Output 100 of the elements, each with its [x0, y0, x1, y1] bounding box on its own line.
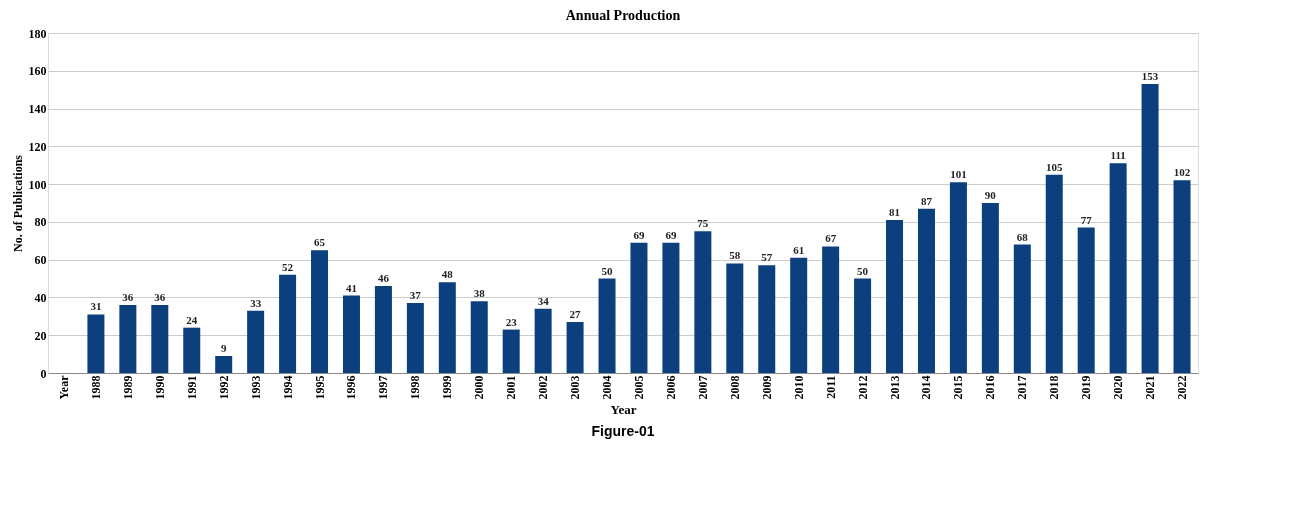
- y-tick-label: 180: [28, 26, 47, 41]
- x-tick-label: 2005: [631, 375, 646, 400]
- x-tick-label: 1997: [376, 375, 391, 400]
- x-tick-label: 2008: [727, 375, 742, 400]
- bar: [502, 329, 520, 373]
- bar: [1045, 174, 1063, 373]
- y-tick-label: 140: [28, 102, 47, 117]
- x-tick-label: 2009: [759, 375, 774, 400]
- bar: [87, 314, 105, 373]
- data-label: 67: [825, 232, 837, 245]
- y-tick-label: 100: [28, 177, 47, 192]
- data-label: 52: [282, 260, 294, 273]
- data-label: 24: [186, 313, 198, 326]
- bar: [758, 265, 776, 373]
- data-label: 37: [409, 289, 422, 302]
- bar: [311, 250, 329, 373]
- x-tick-label: 2002: [536, 375, 551, 400]
- data-label: 34: [537, 294, 550, 307]
- x-tick-label: 2021: [1143, 375, 1158, 400]
- data-label: 105: [1046, 160, 1063, 173]
- data-label: 77: [1080, 213, 1093, 226]
- x-tick-label: 1996: [344, 375, 359, 400]
- data-label: 31: [90, 300, 102, 313]
- data-label: 81: [889, 206, 901, 218]
- bar: [981, 203, 999, 373]
- data-label: 57: [761, 251, 773, 264]
- data-label: 68: [1016, 230, 1029, 243]
- data-label: 90: [984, 189, 997, 201]
- bar: [726, 263, 744, 373]
- bar: [662, 242, 680, 373]
- data-label: 101: [950, 168, 967, 181]
- data-label: 9: [220, 342, 227, 354]
- bar: [279, 274, 297, 373]
- data-label: 69: [665, 228, 677, 241]
- bar: [342, 295, 360, 373]
- x-axis-title: Year: [610, 401, 637, 417]
- data-label: 111: [1110, 149, 1126, 162]
- x-tick-label: 1990: [152, 375, 167, 400]
- x-tick-label: 2001: [504, 375, 519, 400]
- data-label: 27: [569, 308, 582, 320]
- bar: [438, 282, 456, 373]
- x-tick-label: 2004: [600, 375, 615, 400]
- x-tick-label: 2019: [1079, 375, 1094, 400]
- data-label: 65: [314, 236, 326, 249]
- bar: [598, 278, 616, 373]
- x-tick-label: 2012: [855, 375, 870, 400]
- bar: [886, 220, 904, 373]
- bar: [790, 257, 808, 373]
- bar: [694, 231, 712, 373]
- data-label: 36: [122, 291, 134, 303]
- text: Figure-01: [591, 423, 655, 439]
- data-label: 153: [1141, 70, 1159, 82]
- x-tick-label: 1993: [248, 375, 263, 400]
- data-label: 58: [729, 249, 741, 262]
- x-tick-label: 2014: [919, 375, 934, 400]
- chart-title: Annual Production: [565, 8, 681, 23]
- bar: [534, 308, 552, 373]
- y-tick-label: 20: [34, 328, 47, 343]
- data-label: 46: [377, 272, 390, 285]
- bar: [119, 305, 137, 373]
- x-tick-label: 1998: [408, 375, 423, 400]
- x-tick-label: 2020: [1111, 375, 1126, 400]
- bar: [215, 356, 233, 373]
- bar: [374, 286, 392, 373]
- x-tick-label: 2011: [823, 375, 838, 399]
- data-label: 33: [250, 296, 262, 309]
- x-tick-label: 1992: [216, 375, 231, 400]
- y-tick-label: 160: [28, 64, 47, 79]
- bar: [470, 301, 488, 373]
- x-tick-label: 2013: [887, 375, 902, 400]
- bar: [630, 242, 648, 373]
- data-label: 38: [473, 287, 486, 300]
- bar: [1109, 163, 1127, 373]
- bar: [1013, 244, 1031, 373]
- y-tick-label: 0: [40, 366, 47, 381]
- bar: [949, 182, 967, 373]
- x-tick-label: 2010: [791, 375, 806, 400]
- data-label: 48: [441, 268, 454, 281]
- data-label: 61: [793, 243, 805, 256]
- x-tick-label: 1988: [88, 375, 103, 400]
- data-label: 41: [345, 281, 357, 294]
- data-label: 50: [857, 264, 869, 277]
- x-tick-label: 1995: [312, 375, 327, 400]
- y-tick-label: 120: [28, 139, 47, 154]
- y-tick-label: 60: [34, 253, 47, 268]
- x-tick-label: 2017: [1015, 375, 1030, 400]
- x-tick-label: 1999: [440, 375, 455, 400]
- data-label: 87: [920, 194, 933, 207]
- bar: [917, 208, 935, 373]
- x-tick-label: 2015: [951, 375, 966, 400]
- y-tick-label: 80: [34, 215, 47, 230]
- x-tick-label: 1991: [184, 375, 199, 400]
- x-tick-label: 2007: [695, 375, 710, 400]
- bar: [822, 246, 840, 373]
- bar: [566, 322, 584, 373]
- bar: [1141, 84, 1159, 373]
- x-tick-label: 2022: [1175, 375, 1190, 400]
- bar: [183, 327, 201, 373]
- x-tick-label: Year: [56, 374, 71, 400]
- y-tick-label: 40: [34, 290, 47, 305]
